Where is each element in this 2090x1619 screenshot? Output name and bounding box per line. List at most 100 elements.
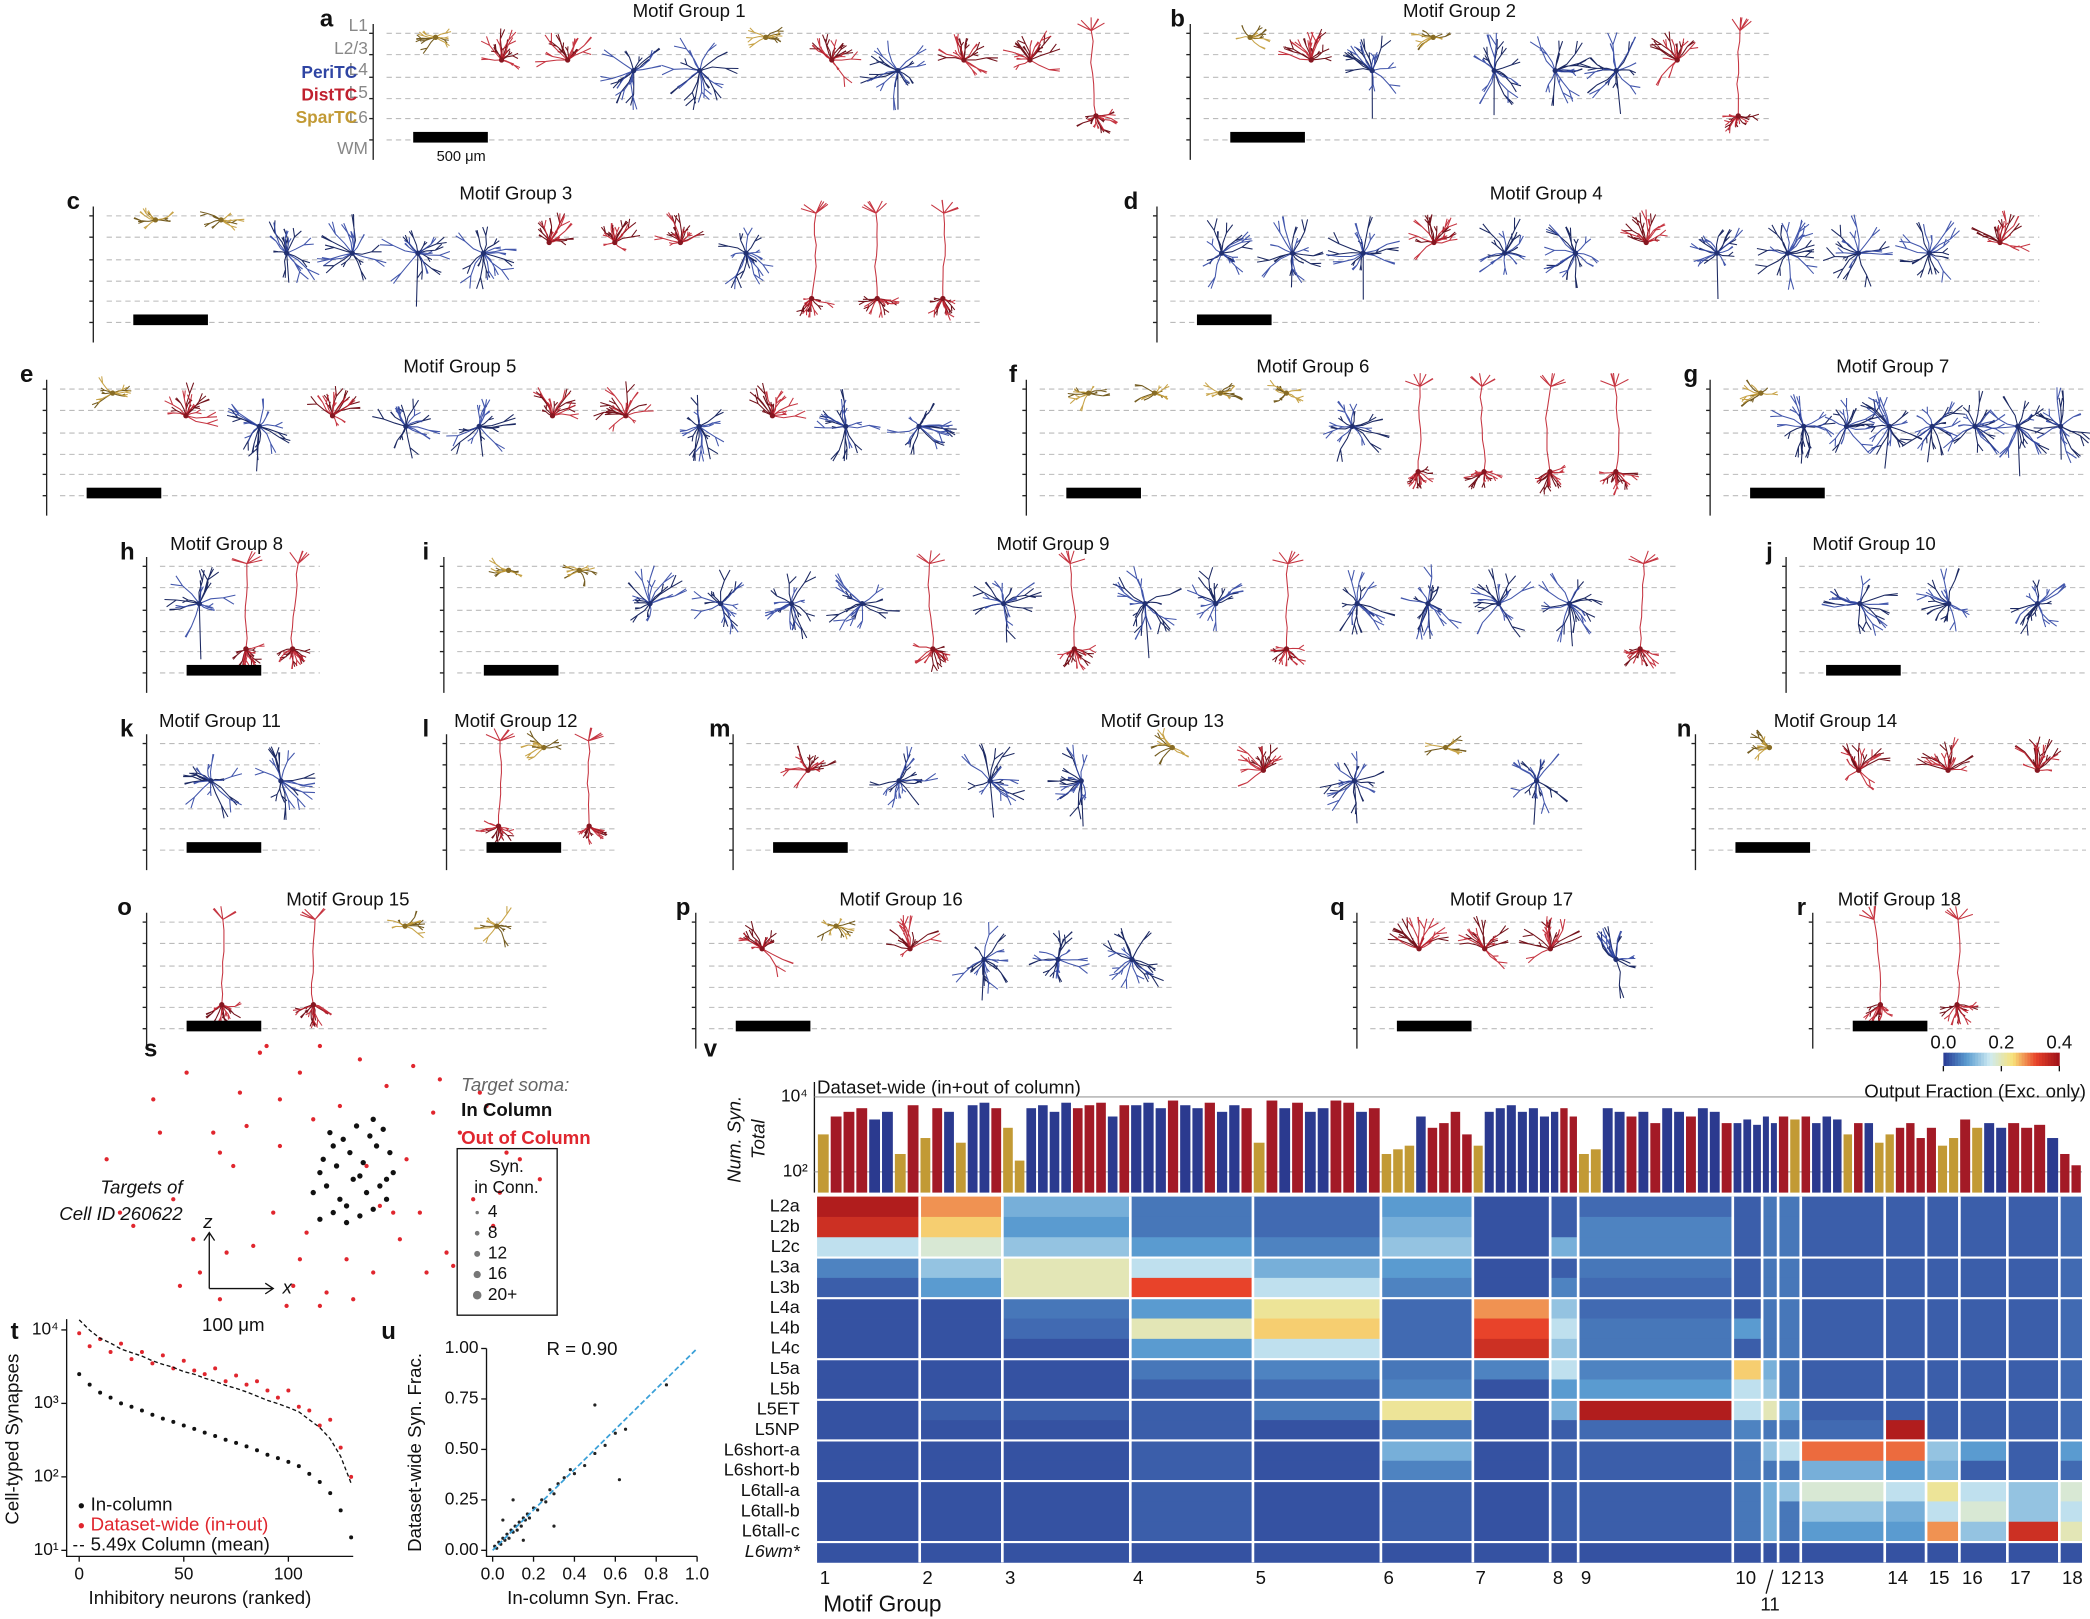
neuron-soma xyxy=(1857,600,1863,607)
neuron-soma xyxy=(1613,956,1619,963)
scale-bar xyxy=(1196,314,1272,326)
heat-cell xyxy=(1884,1420,1927,1441)
heat-cell xyxy=(1380,1277,1473,1299)
heat-cell xyxy=(1884,1257,1927,1279)
neuron-dendrites xyxy=(462,226,515,290)
heat-cell xyxy=(2059,1440,2083,1462)
target-point xyxy=(231,1163,236,1169)
neuron-soma xyxy=(1643,239,1649,246)
heat-cell xyxy=(1884,1237,1927,1258)
neuron-dendrites xyxy=(912,550,951,664)
heat-cell xyxy=(1002,1277,1131,1299)
neuron-dendrites xyxy=(952,922,1009,994)
neuron-dendrites xyxy=(1408,217,1458,261)
heat-cell xyxy=(1959,1298,2008,1319)
neuron-dendrites xyxy=(139,207,175,230)
neuron-soma xyxy=(505,567,512,573)
neuron-dendrites xyxy=(1916,568,1970,632)
bar xyxy=(1926,1127,1936,1193)
colorbar-step xyxy=(1986,1052,1991,1067)
target-point xyxy=(357,1057,363,1062)
heat-cell xyxy=(1732,1460,1763,1482)
neuron-dendrites xyxy=(1339,585,1396,635)
target-point xyxy=(360,1159,366,1166)
neuron-dendrites xyxy=(220,212,245,231)
target-point xyxy=(504,1150,509,1155)
neuron-soma xyxy=(808,295,815,302)
point xyxy=(338,1508,343,1513)
heat-cell xyxy=(1732,1481,1763,1502)
heat-cell xyxy=(1002,1420,1131,1441)
neuron-dendrites xyxy=(480,29,521,70)
bar xyxy=(882,1111,893,1193)
heat-cell xyxy=(1550,1216,1579,1238)
panel-title: Motif Group 12 xyxy=(454,710,577,731)
heat-cell xyxy=(1762,1196,1779,1218)
heat-cell xyxy=(1380,1338,1473,1360)
colorbar-step xyxy=(1998,1052,2002,1067)
heat-cell xyxy=(1778,1420,1801,1441)
x-tick-label: 100 xyxy=(274,1564,303,1584)
y-tick-label: 0.75 xyxy=(445,1388,479,1408)
heat-cell xyxy=(2059,1379,2083,1401)
heat-cell xyxy=(1578,1420,1733,1441)
target-point xyxy=(404,1157,409,1162)
point xyxy=(98,1390,103,1395)
heat-cell xyxy=(1959,1460,2008,1482)
heat-cell xyxy=(1380,1298,1473,1319)
bar xyxy=(1192,1108,1203,1193)
target-point xyxy=(377,1203,383,1209)
heat-cell xyxy=(919,1318,1003,1340)
panel-title: Motif Group 5 xyxy=(403,356,516,377)
heat-cell xyxy=(1578,1216,1733,1238)
heat-cell xyxy=(1959,1196,2008,1218)
point xyxy=(664,1383,669,1387)
neuron-dendrites xyxy=(1203,382,1236,400)
bar xyxy=(1733,1123,1742,1193)
target-point xyxy=(291,1283,296,1289)
row-label: L6short-a xyxy=(724,1439,800,1459)
scale-bar xyxy=(1066,487,1141,499)
neuron-dendrites xyxy=(387,919,426,939)
y-tick-label: 10⁴ xyxy=(32,1319,59,1339)
point xyxy=(286,1459,291,1464)
bar xyxy=(1539,1116,1549,1193)
bar xyxy=(1996,1127,2007,1193)
target-point xyxy=(171,1197,176,1202)
neuron-dendrites xyxy=(602,223,632,252)
neuron-dendrites xyxy=(1598,373,1640,496)
neuron-dendrites xyxy=(746,27,783,49)
panel-letter: g xyxy=(1683,361,1698,388)
panel-letter: h xyxy=(120,538,135,565)
neuron-dendrites xyxy=(379,236,451,284)
neuron-soma xyxy=(1785,250,1791,256)
bar xyxy=(1626,1116,1637,1193)
neuron-soma xyxy=(1929,423,1935,430)
annotation: R = 0.90 xyxy=(546,1338,617,1359)
heat-cell xyxy=(817,1481,920,1502)
point xyxy=(181,1358,186,1363)
target-point xyxy=(217,1297,223,1302)
heat-cell xyxy=(1002,1298,1131,1319)
neuron-dendrites xyxy=(2014,582,2067,628)
bar xyxy=(1506,1105,1516,1193)
neuron-dendrites xyxy=(886,416,953,450)
heat-cell xyxy=(1002,1257,1131,1279)
y-axis-label: Total xyxy=(748,1119,769,1160)
x-axis-label: Inhibitory neurons (ranked) xyxy=(89,1587,312,1608)
heat-cell xyxy=(1884,1338,1927,1360)
heat-cell xyxy=(2007,1318,2060,1340)
neuron-soma xyxy=(1954,1002,1960,1008)
neuron-soma xyxy=(743,250,749,256)
neuron-dendrites xyxy=(1102,927,1164,988)
heat-cell xyxy=(1550,1318,1579,1340)
heat-cell xyxy=(1130,1542,1253,1563)
bar xyxy=(1404,1145,1415,1193)
neuron-soma xyxy=(1856,767,1862,773)
heat-cell xyxy=(817,1399,920,1421)
group-label: 8 xyxy=(1553,1567,1563,1588)
target-point xyxy=(417,1210,422,1215)
neuron-dendrites xyxy=(811,38,862,87)
panel-title: Motif Group 3 xyxy=(459,182,572,203)
neuron-dendrites xyxy=(1921,568,1960,623)
